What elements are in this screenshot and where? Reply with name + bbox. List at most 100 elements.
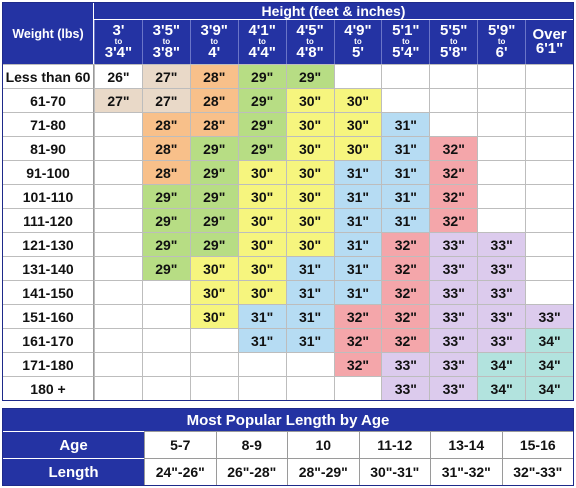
bat-length-cell: 29" — [189, 136, 238, 160]
bat-length-cell: 32" — [381, 328, 430, 352]
weight-row-label: 111-120 — [3, 208, 94, 232]
bat-length-cell — [189, 376, 238, 400]
length-range-cell: 24"-26" — [144, 458, 216, 485]
bat-length-cell — [525, 280, 573, 304]
bat-length-cell: 33" — [429, 232, 478, 256]
bat-length-cell — [94, 232, 142, 256]
bat-length-cell — [94, 184, 142, 208]
bat-length-cell: 31" — [333, 280, 382, 304]
height-range-to: to — [402, 37, 410, 46]
height-range-end: 3'8" — [152, 44, 181, 61]
height-column-header: 4'5" to 4'8" — [285, 20, 334, 64]
height-range-to: to — [162, 37, 171, 46]
bat-length-cell — [525, 184, 573, 208]
length-range-cell: 30"-31" — [358, 458, 430, 485]
height-range-start: 4'9" — [344, 22, 372, 39]
bat-length-cell — [477, 88, 526, 112]
bat-length-cell — [381, 88, 430, 112]
height-column-header: 4'1" to 4'4" — [237, 20, 286, 64]
bat-length-cell: 32" — [429, 136, 478, 160]
bat-length-cell: 29" — [237, 136, 286, 160]
height-range-start: 3'9" — [200, 22, 228, 39]
bat-length-cell: 28" — [141, 136, 190, 160]
bat-length-cell — [429, 88, 478, 112]
bat-length-cell: 33" — [477, 232, 526, 256]
bat-length-cell: 33" — [381, 352, 430, 376]
height-column-header: 3'9" to 4' — [189, 20, 238, 64]
height-range-end: 6' — [495, 44, 508, 61]
bat-length-cell: 34" — [477, 376, 526, 400]
height-range-start: 3' — [112, 22, 125, 39]
weight-header: Weight (lbs) — [3, 3, 94, 64]
height-range-to: to — [354, 37, 362, 46]
height-header: Height (feet & inches) — [94, 3, 573, 20]
bat-length-cell: 33" — [381, 376, 430, 400]
bat-length-cell: 28" — [141, 160, 190, 184]
height-range-end: 4' — [208, 44, 221, 61]
bat-length-cell: 31" — [333, 232, 382, 256]
bat-length-cell: 34" — [525, 352, 573, 376]
bat-length-cell — [477, 160, 526, 184]
bat-length-cell — [237, 352, 286, 376]
bat-length-cell — [94, 376, 142, 400]
height-column-header: 4'9" to 5' — [333, 20, 382, 64]
bat-length-cell: 30" — [285, 208, 334, 232]
height-range-start: Over — [532, 26, 567, 43]
bat-length-cell — [94, 160, 142, 184]
bat-length-cell: 30" — [285, 112, 334, 136]
bat-length-cell: 32" — [429, 208, 478, 232]
bat-length-cell: 32" — [429, 184, 478, 208]
height-range-start: 4'5" — [296, 22, 324, 39]
length-range-cell: 31"-32" — [430, 458, 502, 485]
bat-length-cell: 34" — [525, 328, 573, 352]
bat-length-cell — [94, 208, 142, 232]
age-table-title: Most Popular Length by Age — [3, 409, 573, 431]
bat-length-cell: 33" — [429, 328, 478, 352]
weight-row-label: Less than 60 — [3, 64, 94, 88]
height-range-start: 4'1" — [248, 22, 276, 39]
length-range-cell: 32"-33" — [501, 458, 573, 485]
bat-length-cell: 31" — [285, 256, 334, 280]
bat-length-cell: 32" — [381, 304, 430, 328]
bat-length-cell: 34" — [525, 376, 573, 400]
bat-length-cell — [189, 328, 238, 352]
bat-length-cell: 31" — [333, 208, 382, 232]
age-range-cell: 5-7 — [144, 431, 216, 458]
bat-length-cell: 31" — [285, 328, 334, 352]
height-range-end: 4'4" — [248, 44, 276, 61]
bat-length-cell: 31" — [333, 256, 382, 280]
age-range-cell: 10 — [287, 431, 359, 458]
bat-length-cell: 27" — [94, 88, 142, 112]
weight-row-label: 91-100 — [3, 160, 94, 184]
bat-length-cell — [525, 232, 573, 256]
height-range-end: 5'4" — [392, 44, 420, 61]
bat-length-cell: 31" — [333, 184, 382, 208]
bat-length-cell: 26" — [94, 64, 142, 88]
bat-length-cell — [94, 280, 142, 304]
bat-length-cell — [94, 328, 142, 352]
bat-length-cell — [477, 64, 526, 88]
weight-row-label: 180 + — [3, 376, 94, 400]
bat-length-cell: 31" — [381, 208, 430, 232]
height-range-to: to — [306, 37, 314, 46]
weight-row-label: 81-90 — [3, 136, 94, 160]
bat-length-cell: 31" — [237, 328, 286, 352]
bat-length-cell: 29" — [141, 184, 190, 208]
height-column-header: 3'5" to 3'8" — [141, 20, 190, 64]
age-row-label: Age — [3, 431, 144, 458]
length-range-cell: 26"-28" — [215, 458, 287, 485]
age-range-cell: 8-9 — [215, 431, 287, 458]
height-column-header: 3' to 3'4" — [94, 20, 142, 64]
bat-length-cell: 30" — [285, 232, 334, 256]
bat-length-cell: 31" — [285, 304, 334, 328]
bat-length-cell — [333, 376, 382, 400]
bat-length-cell: 33" — [477, 304, 526, 328]
bat-length-cell — [477, 184, 526, 208]
weight-row-label: 141-150 — [3, 280, 94, 304]
bat-length-cell: 29" — [189, 184, 238, 208]
bat-length-cell: 30" — [189, 304, 238, 328]
bat-length-cell: 30" — [333, 112, 382, 136]
weight-row-label: 101-110 — [3, 184, 94, 208]
bat-length-cell: 29" — [237, 88, 286, 112]
bat-length-cell — [237, 376, 286, 400]
